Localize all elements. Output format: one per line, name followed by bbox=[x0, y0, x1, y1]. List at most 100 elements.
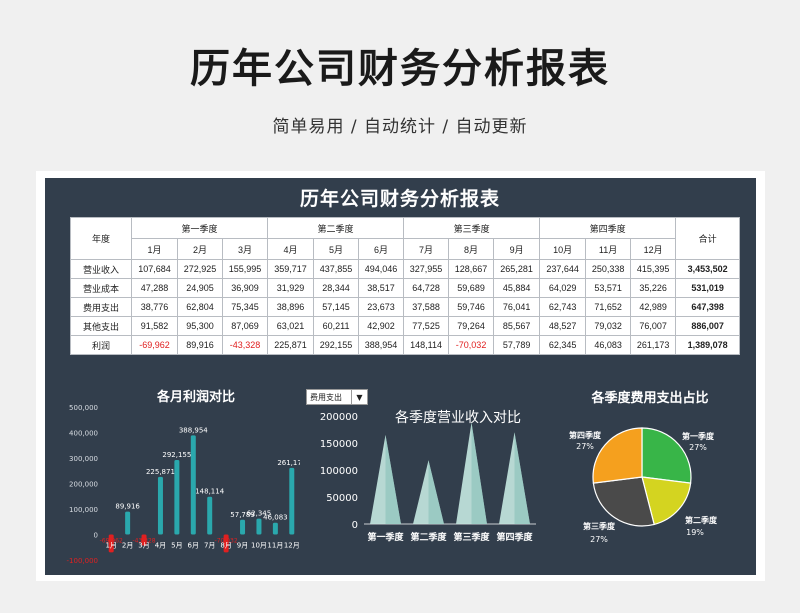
x-tick-label: 第二季度 bbox=[410, 531, 447, 543]
bar bbox=[190, 435, 196, 535]
table-cell: 62,804 bbox=[177, 297, 223, 317]
table-cell: 79,032 bbox=[585, 316, 632, 336]
expense-pie-title: 各季度费用支出占比 bbox=[590, 390, 708, 406]
table-cell: 85,567 bbox=[493, 316, 541, 336]
table-cell: 38,776 bbox=[131, 297, 178, 317]
table-cell: 76,007 bbox=[630, 316, 677, 336]
bar bbox=[141, 534, 147, 546]
table-cell: 62,743 bbox=[539, 297, 587, 317]
row-label: 其他支出 bbox=[70, 316, 132, 336]
y-tick-label: 200000 bbox=[320, 412, 358, 423]
table-cell: 64,029 bbox=[539, 278, 587, 298]
table-cell: 76,041 bbox=[493, 297, 541, 317]
table-cell: 75,345 bbox=[221, 297, 269, 317]
x-tick-label: 5月 bbox=[171, 542, 182, 550]
pie-slice bbox=[592, 476, 655, 527]
x-tick-label: 12月 bbox=[284, 542, 300, 550]
table-cell: 272,925 bbox=[177, 259, 223, 279]
table-row: 利润 -69,962 89,916 -43,328 225,871 292,155 388,… bbox=[70, 335, 741, 355]
table-cell: 71,652 bbox=[585, 297, 632, 317]
data-label: 89,916 bbox=[115, 503, 140, 511]
pie-pct-label: 27% bbox=[590, 535, 608, 544]
data-label: 46,083 bbox=[263, 514, 288, 522]
x-tick-label: 7月 bbox=[204, 542, 215, 550]
col-header-month: 7月 bbox=[403, 238, 450, 260]
bar bbox=[108, 534, 114, 553]
row-label: 费用支出 bbox=[70, 297, 132, 317]
pie-pct-label: 19% bbox=[686, 528, 704, 537]
x-tick-label: 3月 bbox=[138, 542, 149, 550]
table-row: 营业收入 107,684 272,925 155,995 359,717 437,855 4… bbox=[70, 259, 741, 279]
mountain-shade bbox=[385, 434, 401, 524]
mountain-shade bbox=[471, 422, 487, 524]
data-label: 57,789 bbox=[230, 511, 255, 519]
x-tick-label: 1月 bbox=[105, 542, 116, 550]
table-cell: -69,962 bbox=[131, 335, 178, 355]
y-tick-label: 50000 bbox=[326, 493, 358, 504]
table-cell: 42,989 bbox=[630, 297, 677, 317]
x-tick-label: 6月 bbox=[188, 542, 199, 550]
bar bbox=[174, 460, 180, 535]
col-header-quarter: 第四季度 bbox=[539, 217, 677, 239]
y-tick-label: 200,000 bbox=[69, 481, 98, 489]
y-tick-label: 100,000 bbox=[69, 506, 98, 514]
table-cell: 45,884 bbox=[493, 278, 541, 298]
table-row: 其他支出 91,582 95,300 87,069 63,021 60,211 42,902… bbox=[70, 316, 741, 336]
col-header-month: 8月 bbox=[448, 238, 495, 260]
table-cell: 128,667 bbox=[448, 259, 495, 279]
table-cell: 155,995 bbox=[221, 259, 269, 279]
y-tick-label: -100,000 bbox=[67, 557, 98, 565]
pie-label: 第二季度 bbox=[685, 515, 718, 525]
table-cell: 57,145 bbox=[313, 297, 360, 317]
table-cell: 35,226 bbox=[630, 278, 677, 298]
expense-type-dropdown[interactable]: 费用支出 ▼ bbox=[306, 389, 368, 405]
pie-pct-label: 27% bbox=[689, 443, 707, 452]
table-cell: 91,582 bbox=[131, 316, 178, 336]
table-cell: 48,527 bbox=[539, 316, 587, 336]
x-tick-label: 8月 bbox=[220, 542, 231, 550]
x-tick-label: 9月 bbox=[237, 542, 248, 550]
monthly-profit-chart: 各月利润对比 500,000 400,000 300,000 200,000 100,0… bbox=[67, 389, 300, 565]
table-cell: -70,032 bbox=[448, 335, 495, 355]
table-cell: 36,909 bbox=[221, 278, 269, 298]
table-cell: 31,929 bbox=[267, 278, 315, 298]
bar bbox=[223, 534, 229, 553]
table-cell: 64,728 bbox=[403, 278, 450, 298]
col-header-month: 9月 bbox=[493, 238, 541, 260]
col-header-month: 2月 bbox=[177, 238, 223, 260]
x-tick-label: 第三季度 bbox=[453, 531, 490, 543]
quarterly-revenue-chart: 各季度营业收入对比 0 50000 100000 150000 200000 第一季度 第二… bbox=[320, 410, 536, 543]
col-header-quarter: 第三季度 bbox=[403, 217, 541, 239]
x-tick-label: 第四季度 bbox=[496, 531, 533, 543]
col-header-month: 4月 bbox=[267, 238, 315, 260]
data-label: 225,871 bbox=[146, 468, 175, 476]
chevron-down-icon[interactable]: ▼ bbox=[351, 390, 367, 404]
mountain-shade bbox=[428, 460, 444, 524]
page-subtitle: 简单易用 / 自动统计 / 自动更新 bbox=[272, 117, 528, 137]
row-total: 647,398 bbox=[675, 297, 741, 317]
table-cell: 38,517 bbox=[358, 278, 405, 298]
table-cell: 42,902 bbox=[358, 316, 405, 336]
table-cell: 37,588 bbox=[403, 297, 450, 317]
x-tick-label: 11月 bbox=[267, 542, 283, 550]
table-row: 营业成本 47,288 24,905 36,909 31,929 28,344 38,517… bbox=[70, 278, 741, 298]
data-label: 388,954 bbox=[179, 426, 208, 434]
table-cell: 24,905 bbox=[177, 278, 223, 298]
table-cell: 57,789 bbox=[493, 335, 541, 355]
data-label: 292,155 bbox=[162, 451, 191, 459]
data-label: 261,173 bbox=[277, 459, 300, 467]
table-cell: 23,673 bbox=[358, 297, 405, 317]
bar bbox=[289, 467, 295, 535]
table-cell: 79,264 bbox=[448, 316, 495, 336]
table-cell: 437,855 bbox=[313, 259, 360, 279]
pie-label: 第一季度 bbox=[682, 431, 715, 441]
mountain-shade bbox=[514, 432, 530, 524]
table-row: 费用支出 38,776 62,804 75,345 38,896 57,145 23,673… bbox=[70, 297, 741, 317]
table-cell: -43,328 bbox=[221, 335, 269, 355]
dropdown-selected-value: 费用支出 bbox=[310, 392, 342, 402]
data-label: 148,114 bbox=[195, 488, 224, 496]
pie-slice bbox=[592, 427, 643, 484]
data-label: -69,962 bbox=[100, 538, 123, 545]
table-cell: 59,746 bbox=[448, 297, 495, 317]
bar bbox=[256, 518, 262, 535]
